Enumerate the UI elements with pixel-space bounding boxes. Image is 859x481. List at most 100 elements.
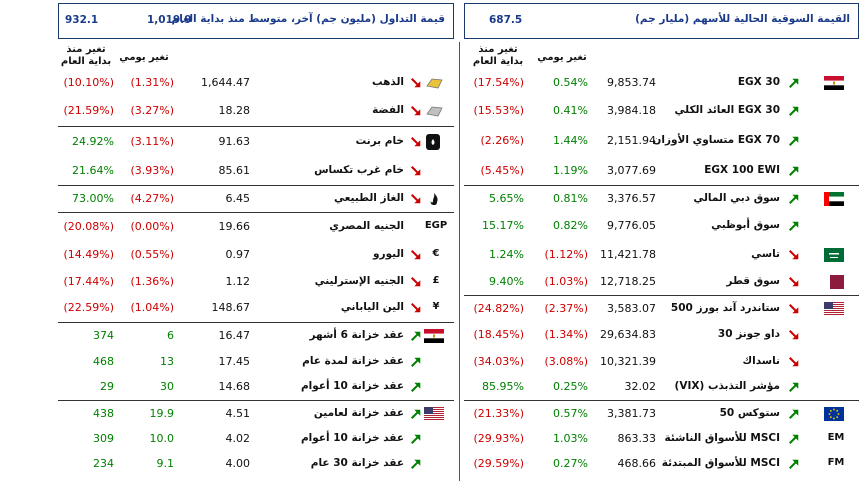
arrow-down-icon [410,249,424,263]
table-row: الذهب 1,644.47 (1.31%) (10.10%) [58,70,454,96]
ytd-change: (17.44%) [63,275,114,288]
ytd-change: 85.95% [482,380,524,393]
daily-change: 6 [167,329,174,342]
instrument-value: 1.12 [225,275,251,288]
ytd-change: (18.45%) [473,328,524,341]
saudi-flag-icon [824,248,844,265]
trading-value-average: 932.1 [65,14,99,26]
instrument-name: الجنيه الإسترليني [314,275,404,287]
instrument-name: EGX 70 متساوي الأوزان [652,134,780,146]
daily-change: 0.57% [553,407,588,420]
table-row: عقد خزانة لعامين 4.51 19.9 438 [58,400,454,426]
ytd-change: 24.92% [72,135,114,148]
daily-change: (3.08%) [544,355,588,368]
ytd-change: (34.03%) [473,355,524,368]
instrument-name: الغاز الطبيعي [333,192,404,204]
table-row: تاسي 11,421.78 (1.12%) 1.24% [464,242,859,268]
arrow-up-icon [410,356,424,370]
col-header-daily: تغير يومي [537,52,587,63]
table-row: خام غرب تكساس 85.61 (3.93%) 21.64% [58,158,454,184]
arrow-up-icon [410,458,424,472]
instrument-value: 32.02 [624,380,657,393]
ytd-change: (20.08%) [63,220,114,233]
ytd-change: 234 [93,457,114,470]
table-row: عقد خزانة لمدة عام 17.45 13 468 [58,349,454,375]
instrument-value: 3,583.07 [607,302,656,315]
arrow-up-icon [788,381,802,395]
ytd-change: (29.93%) [473,432,524,445]
instrument-name: الجنيه المصري [329,220,404,232]
table-row: سوق دبي المالي 3,376.57 0.81% 5.65% [464,185,859,211]
instrument-name: ستوكس 50 [719,407,780,419]
daily-change: (0.55%) [130,248,174,261]
trading-value-latest: 1,019.9 [147,14,192,26]
daily-change: 0.82% [553,219,588,232]
table-row: عقد خزانة 10 أعوام 14.68 30 29 [58,375,454,399]
daily-change: (1.03%) [544,275,588,288]
instrument-name: اليورو [373,248,404,260]
table-row: داو جونز 30 29,634.83 (1.34%) (18.45%) [464,322,859,348]
silver-bar-icon [424,104,444,121]
ytd-change: (21.33%) [473,407,524,420]
instrument-name: عقد خزانة 10 أعوام [300,380,404,392]
table-row: عقد خزانة 10 أعوام 4.02 10.0 309 [58,427,454,451]
panel-divider [459,42,460,481]
ytd-change: 374 [93,329,114,342]
instrument-label: EM [827,432,845,443]
instrument-value: 10,321.39 [600,355,656,368]
arrow-up-icon [788,408,802,422]
ytd-change: 5.65% [489,192,524,205]
daily-change: 0.27% [553,457,588,470]
qatar-flag-icon [824,275,844,292]
instrument-value: 148.67 [211,301,251,314]
table-row: EGX 70 متساوي الأوزان 2,151.94 1.44% (2.26%… [464,126,859,156]
instrument-value: 1,644.47 [201,76,250,89]
instrument-name: عقد خزانة 30 عام [310,457,404,469]
col-header-ytd: تغير منذ بداية العام [472,44,524,67]
instrument-value: 9,776.05 [607,219,656,232]
instrument-value: 12,718.25 [600,275,656,288]
instrument-name: عقد خزانة لعامين [313,407,404,419]
instrument-value: 4.51 [225,407,251,420]
daily-change: (1.31%) [130,76,174,89]
instrument-label: FM [827,457,845,468]
table-row: الجنيه الإسترليني 1.12 (1.36%) (17.44%) £ [58,269,454,295]
col-header-ytd: تغير منذ بداية العام [60,44,112,67]
instrument-name: EGX 100 EWI [704,164,780,176]
arrow-down-icon [410,105,424,119]
daily-change: 1.44% [553,134,588,147]
instrument-value: 3,077.69 [607,164,656,177]
instrument-name: سوق قطر [726,275,780,287]
daily-change: (3.11%) [130,135,174,148]
egypt-flag-icon [424,329,444,346]
arrow-up-icon [788,220,802,234]
instrument-name: MSCI للأسواق المبتدئة [661,457,780,469]
daily-change: (1.12%) [544,248,588,261]
table-row: خام برنت 91.63 (3.11%) 24.92% [58,126,454,156]
instrument-label: ¥ [432,301,440,312]
ytd-change: (5.45%) [480,164,524,177]
instrument-value: 3,984.18 [607,104,656,117]
daily-change: 10.0 [149,432,175,445]
arrow-up-icon [788,165,802,179]
daily-change: 0.41% [553,104,588,117]
instrument-name: سوق أبوظبي [711,219,780,231]
instrument-name: عقد خزانة 10 أعوام [300,432,404,444]
daily-change: (1.36%) [130,275,174,288]
daily-change: 30 [160,380,174,393]
instrument-value: 16.47 [218,329,251,342]
commodities-currencies-panel: قيمة التداول (مليون جم) آخر، متوسط منذ ب… [58,0,454,481]
us-flag-icon [424,407,444,424]
arrow-down-icon [788,303,802,317]
instrument-name: EGX 30 [737,76,780,88]
table-row: ناسداك 10,321.39 (3.08%) (34.03%) [464,349,859,375]
instrument-value: 4.02 [225,432,251,445]
daily-change: 19.9 [149,407,175,420]
daily-change: 9.1 [156,457,175,470]
instrument-value: 6.45 [225,192,251,205]
arrow-up-icon [410,408,424,422]
arrow-down-icon [410,77,424,91]
arrow-down-icon [410,276,424,290]
equity-indices-panel: القيمة السوقية الحالية للأسهم (مليار جم)… [464,0,859,481]
arrow-up-icon [788,105,802,119]
